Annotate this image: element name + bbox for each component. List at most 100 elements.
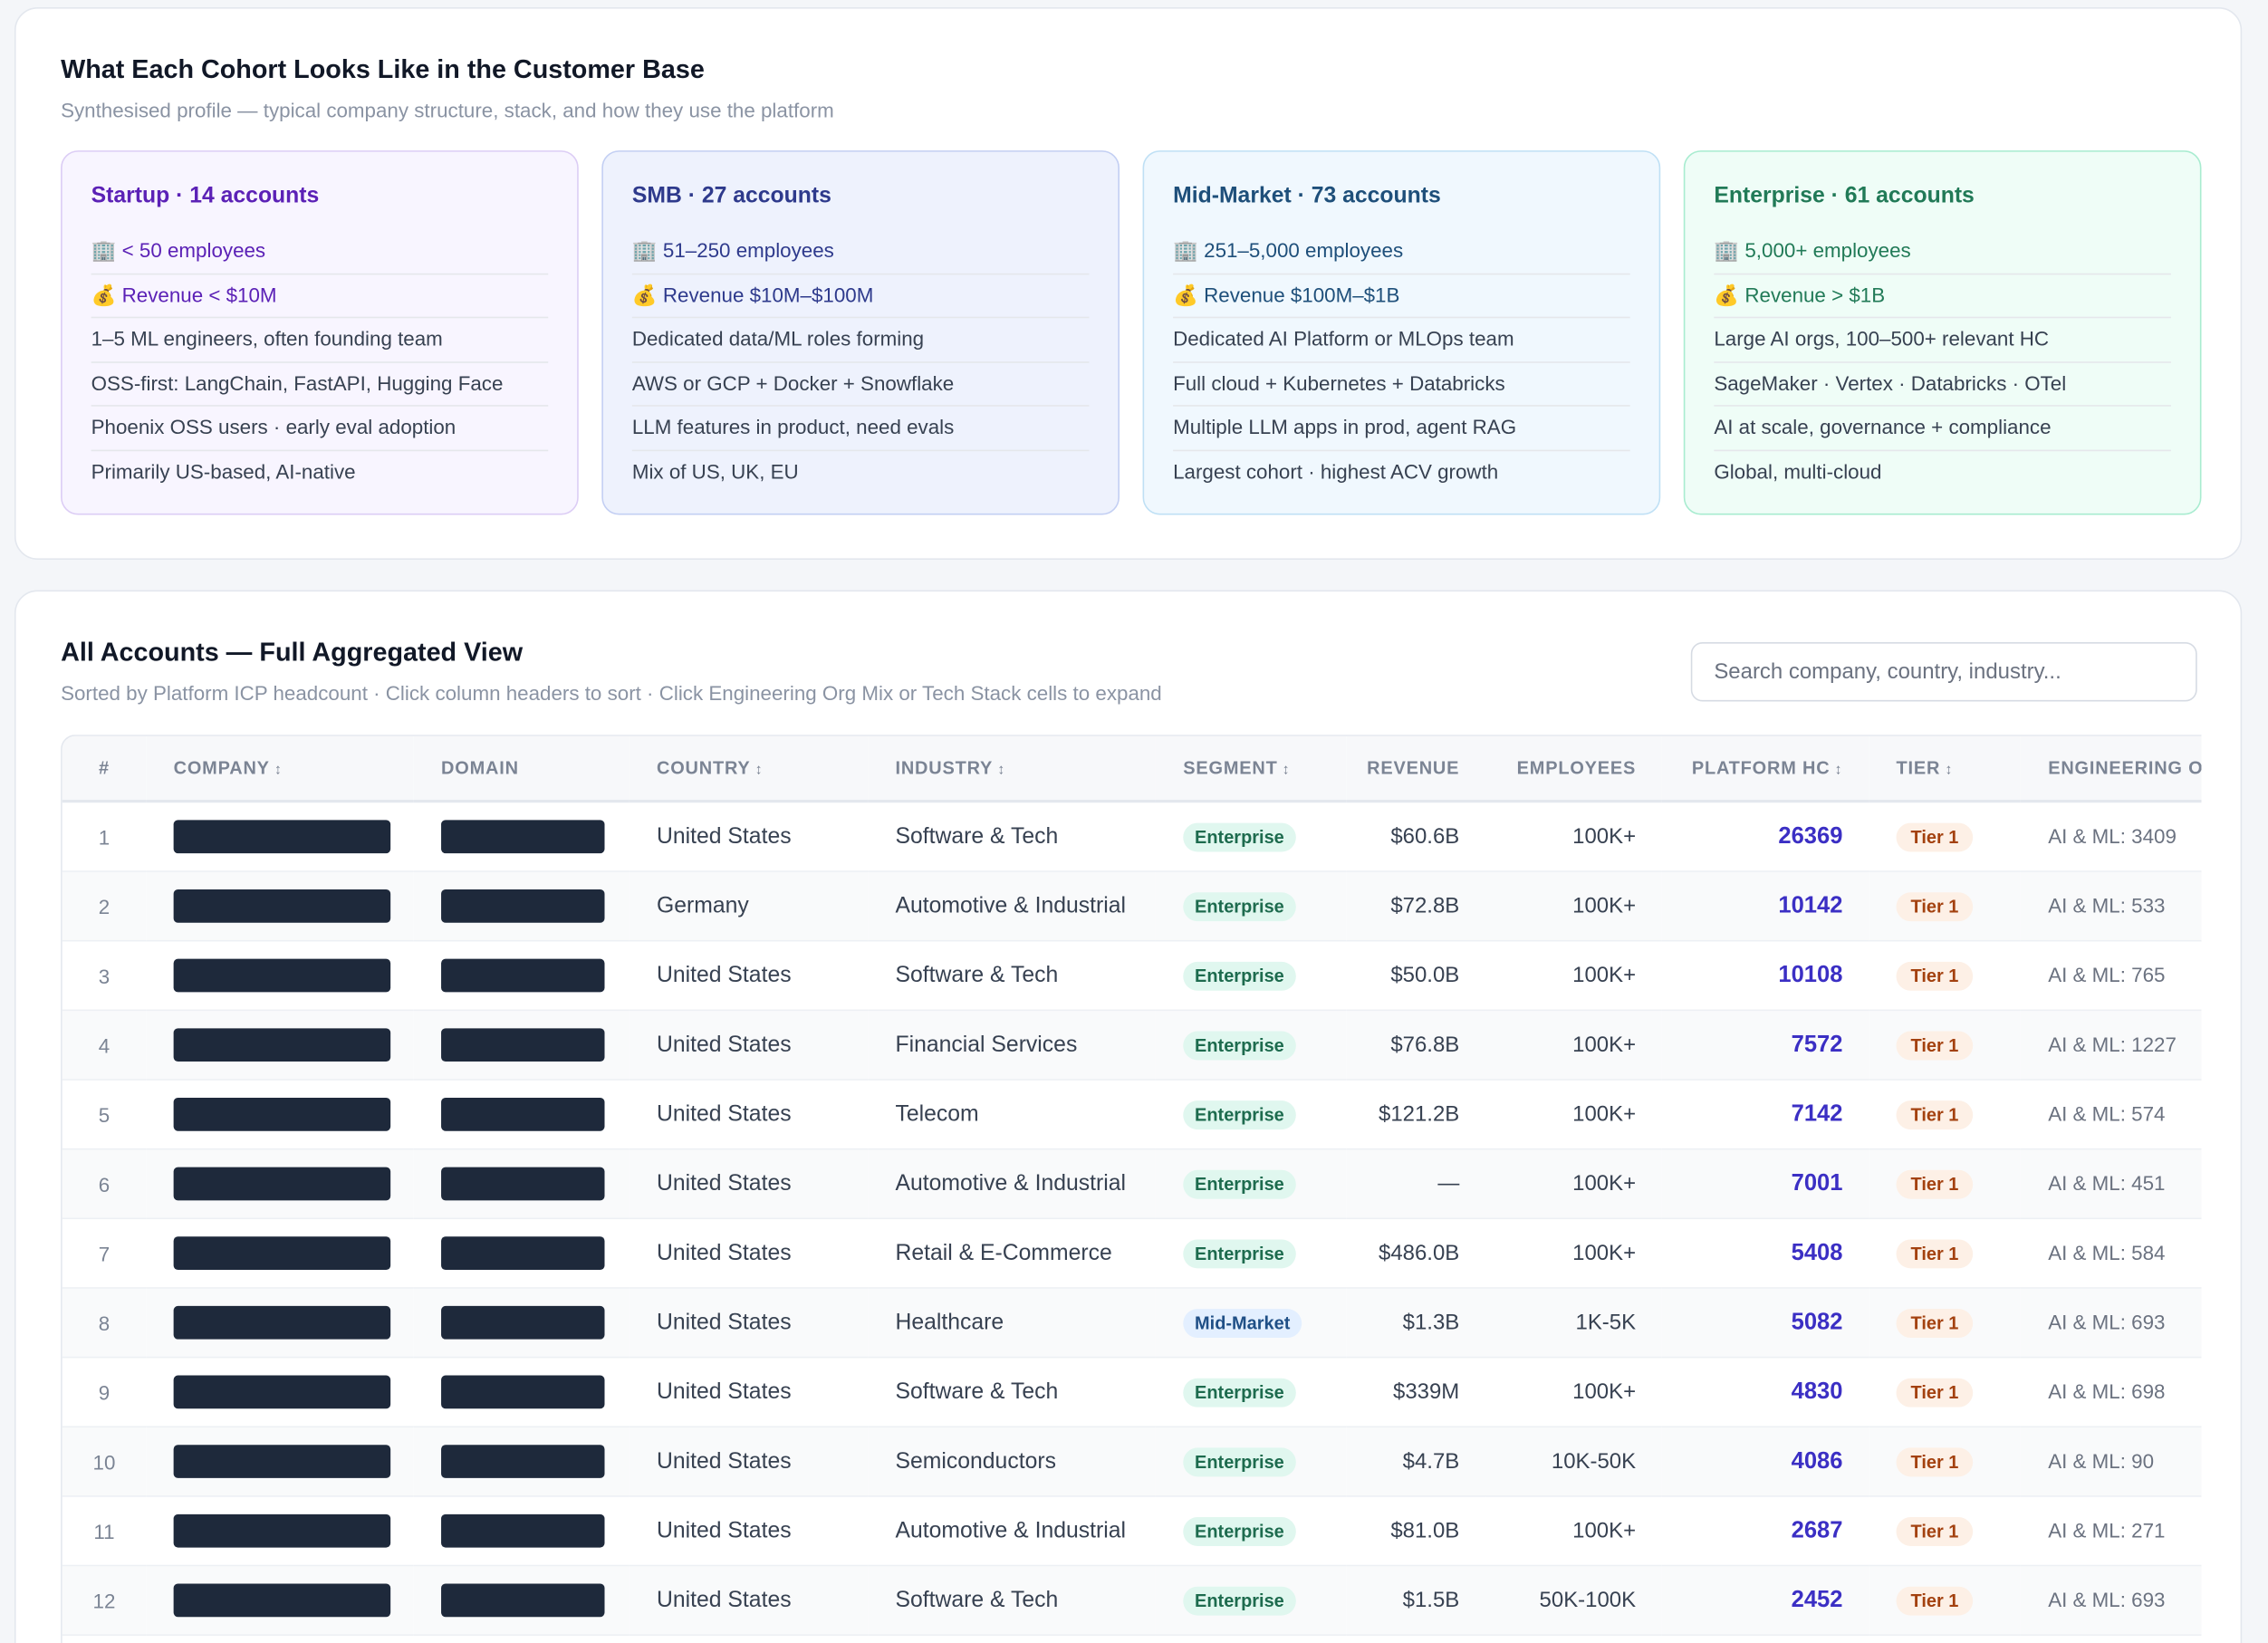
eng-mix-cell[interactable]: AI & ML: 765 [2020, 940, 2202, 1012]
column-header[interactable]: TIER [1869, 735, 2021, 803]
eng-mix-cell[interactable]: AI & ML: 574 [2020, 1080, 2202, 1150]
card-item: AI at scale, governance + compliance [1714, 407, 2171, 451]
eng-mix-cell[interactable]: AI & ML: 90 [2020, 1427, 2202, 1497]
column-header[interactable]: COMPANY [146, 735, 414, 803]
segment-cell: Enterprise [1155, 1080, 1347, 1150]
cohort-panel: What Each Cohort Looks Like in the Custo… [14, 6, 2243, 560]
company-cell [146, 1287, 414, 1359]
segment-badge: Enterprise [1183, 1377, 1296, 1407]
country-cell: United States [629, 1218, 869, 1289]
segment-cell: Enterprise [1155, 1565, 1347, 1636]
eng-mix: AI & ML: 584 [2048, 1240, 2166, 1263]
segment-cell: Enterprise [1155, 871, 1347, 942]
company-cell [146, 1427, 414, 1497]
platform-hc: 5408 [1791, 1240, 1843, 1265]
eng-mix: AI & ML: 1227 [2048, 1032, 2177, 1055]
segment-cell: Enterprise [1155, 1357, 1347, 1428]
card-item: 🏢 51–250 employees [631, 230, 1090, 274]
employees-cell: 10K-50K [1485, 1427, 1662, 1497]
column-header[interactable]: SEGMENT [1155, 735, 1347, 803]
cohort-card: SMB · 27 accounts 🏢 51–250 employees 💰 Rev… [601, 150, 1120, 515]
domain-cell [413, 801, 629, 872]
card-item: 💰 Revenue $10M–$100M [631, 274, 1090, 319]
column-header[interactable]: PLATFORM HC [1661, 735, 1869, 803]
tier-cell: Tier 1 [1869, 801, 2021, 872]
tier-badge: Tier 1 [1896, 1446, 1974, 1476]
segment-cell: Enterprise [1155, 1010, 1347, 1081]
column-header[interactable]: COUNTRY [629, 735, 869, 803]
segment-badge: Enterprise [1183, 961, 1296, 991]
eng-mix-cell[interactable]: AI & ML: 693 [2020, 1565, 2202, 1636]
rank-cell: 3 [62, 940, 147, 1012]
eng-mix-cell[interactable]: AI & ML: 3409 [2020, 801, 2202, 872]
panel-subtitle: Synthesised profile — typical company st… [61, 98, 834, 122]
table-row: 5 United States Telecom Enterprise $121.2B 10… [62, 1080, 2202, 1150]
platform-hc: 2687 [1791, 1517, 1843, 1542]
platform-hc-cell: 7142 [1661, 1080, 1869, 1150]
industry-cell: Software & Tech [868, 1565, 1156, 1636]
eng-mix-cell[interactable]: AI & ML: 451 [2020, 1148, 2202, 1220]
table-wrapper: #COMPANYDOMAINCOUNTRYINDUSTRYSEGMENTREVE… [61, 735, 2202, 1643]
card-item: Dedicated AI Platform or MLOps team [1173, 318, 1630, 362]
card-title: SMB · 27 accounts [631, 183, 831, 208]
segment-cell: Enterprise [1155, 940, 1347, 1012]
company-cell [146, 1148, 414, 1220]
company-cell [146, 1218, 414, 1289]
tier-badge: Tier 1 [1896, 1585, 1974, 1615]
company-cell [146, 1357, 414, 1428]
domain-cell [413, 871, 629, 942]
redacted-company [173, 1097, 391, 1131]
eng-mix-cell[interactable]: AI & ML: 1227 [2020, 1010, 2202, 1081]
cohort-card: Mid-Market · 73 accounts 🏢 251–5,000 empl… [1142, 150, 1661, 515]
segment-badge: Enterprise [1183, 1516, 1296, 1546]
eng-mix-cell[interactable]: AI & ML: 533 [2020, 871, 2202, 942]
country-cell: United States [629, 1148, 869, 1220]
card-item: Phoenix OSS users · early eval adoption [91, 407, 549, 451]
cohort-card: Enterprise · 61 accounts 🏢 5,000+ employe… [1683, 150, 2202, 515]
employees-cell: 100K+ [1485, 1357, 1662, 1428]
rank-cell: 6 [62, 1148, 147, 1220]
search-input[interactable] [1690, 641, 2197, 702]
tier-cell: Tier 1 [1869, 871, 2021, 942]
platform-hc: 7142 [1791, 1100, 1843, 1127]
column-header[interactable]: INDUSTRY [868, 735, 1156, 803]
country-cell: United States [629, 1495, 869, 1567]
industry-cell: Automotive & Industrial [868, 1495, 1156, 1567]
eng-mix-cell[interactable]: AI & ML: 693 [2020, 1287, 2202, 1359]
card-item: 🏢 < 50 employees [91, 230, 549, 274]
revenue-cell: — [1346, 1148, 1486, 1220]
country-cell: United States [629, 1287, 869, 1359]
industry-cell: Automotive & Industrial [868, 871, 1156, 942]
country-cell: United States [629, 1357, 869, 1428]
employees-cell: 100K+ [1485, 801, 1662, 872]
platform-hc-cell: 5408 [1661, 1218, 1869, 1289]
industry-cell: Financial Services [868, 1010, 1156, 1081]
employees-cell: 100K+ [1485, 1218, 1662, 1289]
revenue-cell: $4.7B [1346, 1427, 1486, 1497]
revenue-cell: $60.6B [1346, 801, 1486, 872]
employees-cell: 100K+ [1485, 1148, 1662, 1220]
rank-cell: 4 [62, 1010, 147, 1081]
redacted-domain [441, 820, 605, 854]
redacted-company [173, 1445, 391, 1478]
segment-badge: Enterprise [1183, 1585, 1296, 1615]
rank-cell: 11 [62, 1495, 147, 1567]
tier-cell: Tier 1 [1869, 1148, 2021, 1220]
redacted-domain [441, 958, 605, 993]
eng-mix-cell[interactable]: AI & ML: 271 [2020, 1495, 2202, 1567]
eng-mix-cell[interactable]: AI & ML: 698 [2020, 1357, 2202, 1428]
eng-mix: AI & ML: 765 [2048, 962, 2166, 986]
tier-cell: Tier 1 [1869, 1218, 2021, 1289]
country-cell: United States [629, 1010, 869, 1081]
table-row: 10 United States Semiconductors Enterprise $… [62, 1427, 2202, 1497]
employees-cell: 100K+ [1485, 1080, 1662, 1150]
column-header: EMPLOYEES [1485, 735, 1662, 803]
country-cell: United States [629, 1427, 869, 1497]
domain-cell [413, 1287, 629, 1359]
eng-mix-cell[interactable]: AI & ML: 584 [2020, 1218, 2202, 1289]
card-item: Global, multi-cloud [1714, 458, 1882, 483]
eng-mix: AI & ML: 693 [2048, 1587, 2166, 1611]
header-row: #COMPANYDOMAINCOUNTRYINDUSTRYSEGMENTREVE… [62, 735, 2202, 803]
rank-cell: 8 [62, 1287, 147, 1359]
platform-hc-cell: 7572 [1661, 1010, 1869, 1081]
